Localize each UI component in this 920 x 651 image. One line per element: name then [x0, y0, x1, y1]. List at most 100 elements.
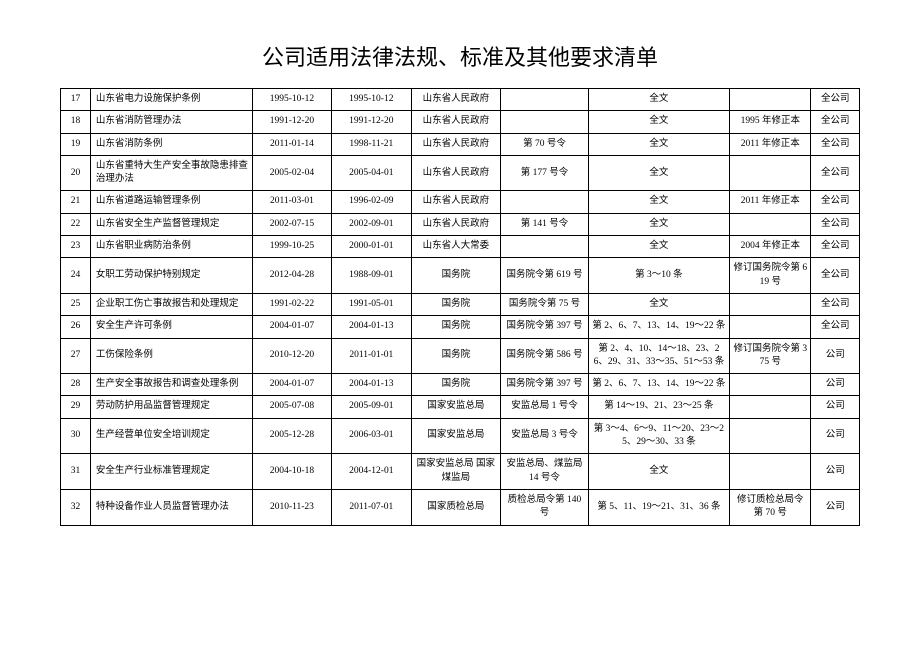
revision — [730, 213, 811, 235]
regulation-name: 女职工劳动保护特别规定 — [90, 258, 252, 294]
table-row: 31安全生产行业标准管理规定2004-10-182004-12-01国家安监总局… — [61, 454, 860, 490]
clauses: 第 14～19、21、23～25 条 — [588, 396, 729, 418]
scope: 公司 — [811, 338, 860, 374]
issuing-org: 山东省人民政府 — [411, 155, 501, 191]
document-no: 质检总局令第 140 号 — [501, 489, 589, 525]
date-2: 2005-09-01 — [332, 396, 411, 418]
date-1: 2011-03-01 — [252, 191, 331, 213]
row-index: 28 — [61, 374, 91, 396]
table-row: 21山东省道路运输管理条例2011-03-011996-02-09山东省人民政府… — [61, 191, 860, 213]
document-no: 国务院令第 397 号 — [501, 374, 589, 396]
table-row: 23山东省职业病防治条例1999-10-252000-01-01山东省人大常委全… — [61, 236, 860, 258]
revision — [730, 155, 811, 191]
regulation-name: 企业职工伤亡事故报告和处理规定 — [90, 293, 252, 315]
regulation-name: 山东省电力设施保护条例 — [90, 89, 252, 111]
scope: 全公司 — [811, 236, 860, 258]
revision — [730, 418, 811, 454]
revision: 2011 年修正本 — [730, 133, 811, 155]
row-index: 30 — [61, 418, 91, 454]
row-index: 27 — [61, 338, 91, 374]
date-1: 2004-01-07 — [252, 374, 331, 396]
document-no — [501, 191, 589, 213]
revision — [730, 396, 811, 418]
row-index: 18 — [61, 111, 91, 133]
document-no: 国务院令第 586 号 — [501, 338, 589, 374]
table-row: 32特种设备作业人员监督管理办法2010-11-232011-07-01国家质检… — [61, 489, 860, 525]
date-2: 2004-01-13 — [332, 316, 411, 338]
revision: 修订国务院令第 375 号 — [730, 338, 811, 374]
regulation-name: 生产安全事故报告和调查处理条例 — [90, 374, 252, 396]
issuing-org: 国务院 — [411, 258, 501, 294]
scope: 公司 — [811, 489, 860, 525]
clauses: 全文 — [588, 111, 729, 133]
date-2: 1991-12-20 — [332, 111, 411, 133]
clauses: 全文 — [588, 236, 729, 258]
regulation-name: 山东省安全生产监督管理规定 — [90, 213, 252, 235]
scope: 全公司 — [811, 191, 860, 213]
revision: 修订国务院令第 619 号 — [730, 258, 811, 294]
scope: 全公司 — [811, 133, 860, 155]
date-1: 2004-01-07 — [252, 316, 331, 338]
document-no: 第 177 号令 — [501, 155, 589, 191]
clauses: 全文 — [588, 133, 729, 155]
clauses: 第 2、6、7、13、14、19～22 条 — [588, 374, 729, 396]
date-2: 2004-12-01 — [332, 454, 411, 490]
regulations-table: 17山东省电力设施保护条例1995-10-121995-10-12山东省人民政府… — [60, 88, 860, 526]
date-1: 1991-12-20 — [252, 111, 331, 133]
date-1: 2010-11-23 — [252, 489, 331, 525]
table-row: 27工伤保险条例2010-12-202011-01-01国务院国务院令第 586… — [61, 338, 860, 374]
regulation-name: 生产经营单位安全培训规定 — [90, 418, 252, 454]
date-1: 1995-10-12 — [252, 89, 331, 111]
date-1: 1999-10-25 — [252, 236, 331, 258]
date-2: 1995-10-12 — [332, 89, 411, 111]
date-1: 2010-12-20 — [252, 338, 331, 374]
revision — [730, 293, 811, 315]
row-index: 25 — [61, 293, 91, 315]
document-no: 安监总局、煤监局 14 号令 — [501, 454, 589, 490]
revision: 2011 年修正本 — [730, 191, 811, 213]
row-index: 29 — [61, 396, 91, 418]
issuing-org: 山东省人民政府 — [411, 89, 501, 111]
document-no: 第 70 号令 — [501, 133, 589, 155]
regulation-name: 安全生产许可条例 — [90, 316, 252, 338]
clauses: 第 2、4、10、14～18、23、26、29、31、33～35、51～53 条 — [588, 338, 729, 374]
date-2: 1988-09-01 — [332, 258, 411, 294]
revision: 1995 年修正本 — [730, 111, 811, 133]
row-index: 23 — [61, 236, 91, 258]
date-2: 1998-11-21 — [332, 133, 411, 155]
issuing-org: 国家安监总局 — [411, 418, 501, 454]
scope: 全公司 — [811, 89, 860, 111]
date-2: 2004-01-13 — [332, 374, 411, 396]
regulation-name: 山东省职业病防治条例 — [90, 236, 252, 258]
clauses: 全文 — [588, 213, 729, 235]
clauses: 第 2、6、7、13、14、19～22 条 — [588, 316, 729, 338]
clauses: 全文 — [588, 293, 729, 315]
issuing-org: 国务院 — [411, 316, 501, 338]
scope: 公司 — [811, 374, 860, 396]
date-2: 1991-05-01 — [332, 293, 411, 315]
scope: 全公司 — [811, 111, 860, 133]
document-no — [501, 89, 589, 111]
date-1: 2012-04-28 — [252, 258, 331, 294]
clauses: 第 3～10 条 — [588, 258, 729, 294]
regulation-name: 安全生产行业标准管理规定 — [90, 454, 252, 490]
table-row: 30生产经营单位安全培训规定2005-12-282006-03-01国家安监总局… — [61, 418, 860, 454]
date-1: 2011-01-14 — [252, 133, 331, 155]
regulation-name: 劳动防护用品监督管理规定 — [90, 396, 252, 418]
date-2: 2005-04-01 — [332, 155, 411, 191]
clauses: 全文 — [588, 454, 729, 490]
issuing-org: 山东省人民政府 — [411, 213, 501, 235]
table-row: 25企业职工伤亡事故报告和处理规定1991-02-221991-05-01国务院… — [61, 293, 860, 315]
table-row: 18山东省消防管理办法1991-12-201991-12-20山东省人民政府全文… — [61, 111, 860, 133]
date-1: 2005-02-04 — [252, 155, 331, 191]
issuing-org: 国家安监总局 — [411, 396, 501, 418]
scope: 全公司 — [811, 155, 860, 191]
regulation-name: 工伤保险条例 — [90, 338, 252, 374]
row-index: 24 — [61, 258, 91, 294]
regulation-name: 山东省重特大生产安全事故隐患排查治理办法 — [90, 155, 252, 191]
regulation-name: 山东省消防管理办法 — [90, 111, 252, 133]
table-row: 29劳动防护用品监督管理规定2005-07-082005-09-01国家安监总局… — [61, 396, 860, 418]
issuing-org: 国家安监总局 国家煤监局 — [411, 454, 501, 490]
issuing-org: 国务院 — [411, 338, 501, 374]
document-no: 国务院令第 75 号 — [501, 293, 589, 315]
